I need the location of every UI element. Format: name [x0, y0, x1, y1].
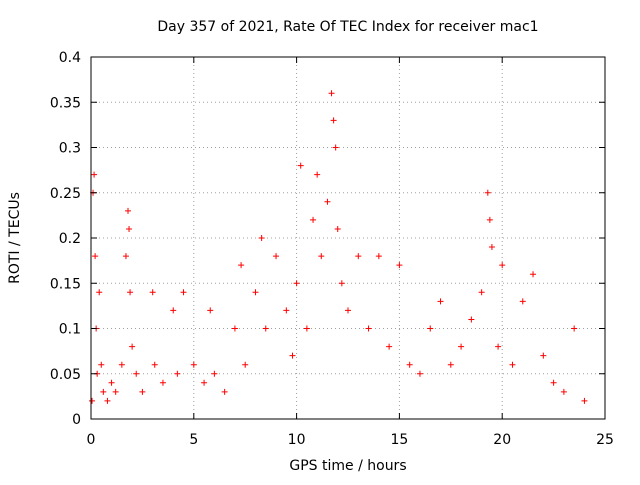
x-tick-label: 0 — [87, 432, 96, 448]
data-point — [242, 361, 249, 368]
data-point — [231, 325, 238, 332]
data-point — [560, 388, 567, 395]
y-tick-label: 0.3 — [59, 141, 81, 157]
y-tick-label: 0.4 — [59, 50, 81, 66]
data-point — [488, 244, 495, 251]
data-point — [96, 289, 103, 296]
data-point — [112, 388, 119, 395]
y-tick-label: 0.15 — [50, 276, 81, 292]
data-point — [318, 253, 325, 260]
ticks-layer: 0 5 10 15 20 25 0 0.05 0.1 0.15 0.2 0.25 0.3 0.35 0.4 — [50, 50, 614, 448]
data-point — [262, 325, 269, 332]
x-tick-label: 5 — [189, 432, 198, 448]
x-tick-label: 10 — [288, 432, 306, 448]
data-point — [310, 216, 317, 223]
data-point — [314, 171, 321, 178]
data-point — [92, 253, 99, 260]
data-point — [396, 262, 403, 269]
data-point — [258, 235, 265, 241]
data-point — [581, 397, 588, 404]
data-point — [221, 388, 228, 395]
data-point — [174, 370, 181, 377]
data-point — [338, 280, 345, 287]
x-tick-label: 20 — [493, 432, 511, 448]
data-point — [159, 379, 166, 386]
data-point — [486, 216, 493, 223]
data-point — [458, 343, 465, 350]
data-point — [328, 90, 335, 97]
data-point — [495, 343, 502, 350]
data-point — [416, 370, 423, 377]
data-point — [104, 397, 111, 404]
data-point — [180, 289, 187, 296]
data-point — [509, 361, 516, 368]
y-tick-label: 0.25 — [50, 186, 81, 202]
data-point — [375, 253, 382, 260]
chart-title: Day 357 of 2021, Rate Of TEC Index for r… — [157, 19, 538, 35]
x-tick-label: 15 — [390, 432, 408, 448]
data-point — [289, 352, 296, 359]
data-point — [100, 388, 107, 395]
data-point — [201, 379, 208, 386]
data-point — [238, 262, 245, 269]
data-point — [283, 307, 290, 314]
data-point — [571, 325, 578, 332]
data-point — [252, 289, 259, 296]
data-point — [122, 253, 129, 260]
data-point — [108, 379, 115, 386]
data-point — [129, 343, 136, 350]
y-tick-label: 0 — [72, 412, 81, 428]
data-point — [89, 397, 96, 404]
data-point — [126, 225, 133, 232]
data-point — [540, 352, 547, 359]
x-tick-label: 25 — [596, 432, 614, 448]
data-point — [365, 325, 372, 332]
data-point — [334, 225, 341, 232]
data-point — [190, 361, 197, 368]
data-point — [303, 325, 310, 332]
data-point — [468, 316, 475, 323]
grid-layer — [91, 57, 605, 419]
data-point — [98, 361, 105, 368]
data-point — [447, 361, 454, 368]
data-point — [386, 343, 393, 350]
data-point — [332, 144, 339, 151]
data-point — [139, 388, 146, 395]
data-point — [127, 289, 134, 296]
data-point — [324, 198, 331, 205]
points-layer — [89, 90, 588, 404]
data-point — [550, 379, 557, 386]
data-point — [133, 370, 140, 377]
data-point — [297, 162, 304, 169]
data-point — [345, 307, 351, 314]
data-point — [427, 325, 434, 332]
data-point — [151, 361, 158, 368]
data-point — [293, 280, 300, 287]
data-point — [406, 361, 413, 368]
data-point — [530, 271, 537, 278]
data-point — [170, 307, 177, 314]
data-point — [273, 253, 280, 260]
data-point — [125, 207, 132, 214]
data-point — [211, 370, 218, 377]
data-point — [478, 289, 485, 296]
y-tick-label: 0.35 — [50, 95, 81, 111]
y-axis-label: ROTI / TECUs — [7, 192, 23, 284]
data-point — [484, 189, 491, 196]
y-tick-label: 0.1 — [59, 322, 81, 338]
data-point — [207, 307, 214, 314]
data-point — [91, 171, 98, 178]
data-point — [118, 361, 125, 368]
data-point — [355, 253, 362, 260]
y-tick-label: 0.05 — [50, 367, 81, 383]
data-point — [437, 298, 444, 305]
data-point — [330, 117, 337, 124]
data-point — [499, 262, 506, 269]
data-point — [519, 298, 526, 305]
x-axis-label: GPS time / hours — [289, 458, 406, 474]
data-point — [149, 289, 156, 296]
y-tick-label: 0.2 — [59, 231, 81, 247]
